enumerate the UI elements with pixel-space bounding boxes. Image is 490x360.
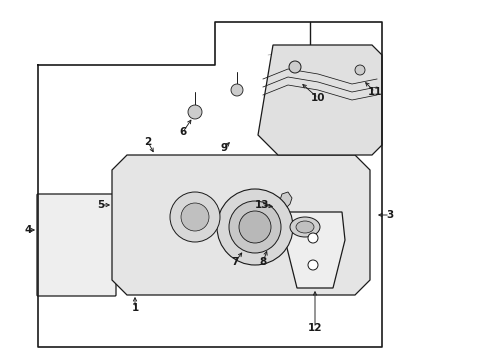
Circle shape [308,260,318,270]
FancyBboxPatch shape [37,194,116,296]
Text: 1: 1 [131,303,139,313]
Circle shape [188,105,202,119]
Text: 4: 4 [24,225,32,235]
Ellipse shape [290,217,320,237]
Text: 5: 5 [98,200,105,210]
Text: 11: 11 [368,87,382,97]
Text: 6: 6 [179,127,187,137]
Text: 8: 8 [259,257,267,267]
Circle shape [289,61,301,73]
Text: 2: 2 [145,137,151,147]
Text: 10: 10 [311,93,325,103]
Polygon shape [285,212,345,288]
Circle shape [308,233,318,243]
Polygon shape [278,192,292,208]
Text: 13: 13 [255,200,269,210]
Text: 9: 9 [220,143,227,153]
Circle shape [355,65,365,75]
Polygon shape [112,155,370,295]
Text: 3: 3 [387,210,393,220]
Circle shape [229,201,281,253]
Ellipse shape [296,221,314,233]
Text: 12: 12 [308,323,322,333]
Circle shape [239,211,271,243]
Circle shape [181,203,209,231]
Circle shape [217,189,293,265]
Circle shape [231,84,243,96]
Polygon shape [258,45,382,155]
Text: 7: 7 [231,257,239,267]
Circle shape [170,192,220,242]
